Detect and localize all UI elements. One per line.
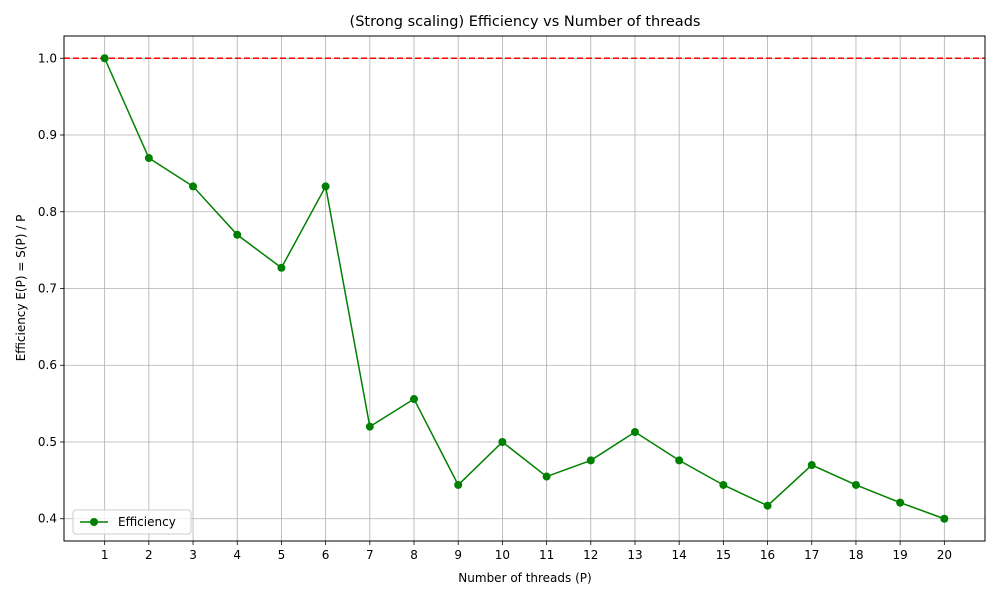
x-tick-label: 20 xyxy=(937,548,952,562)
x-tick-label: 17 xyxy=(804,548,819,562)
y-tick-label: 0.5 xyxy=(38,435,57,449)
data-point xyxy=(189,182,198,191)
data-point xyxy=(321,182,330,191)
data-point xyxy=(365,422,374,431)
data-point xyxy=(763,501,772,510)
data-point xyxy=(100,54,109,63)
legend: Efficiency xyxy=(72,509,192,535)
data-point xyxy=(454,480,463,489)
x-tick-label: 2 xyxy=(145,548,153,562)
legend-swatch-marker xyxy=(90,518,98,526)
x-tick-label: 18 xyxy=(848,548,863,562)
x-tick-label: 19 xyxy=(893,548,908,562)
x-tick-label: 5 xyxy=(278,548,286,562)
data-point xyxy=(940,514,949,523)
y-tick-label: 0.9 xyxy=(38,128,57,142)
x-tick-label: 13 xyxy=(627,548,642,562)
data-point xyxy=(542,472,551,481)
data-point xyxy=(277,263,286,272)
y-tick-label: 1.0 xyxy=(38,51,57,65)
chart-title: (Strong scaling) Efficiency vs Number of… xyxy=(350,14,701,30)
grid xyxy=(64,36,985,541)
x-axis-label: Number of threads (P) xyxy=(458,571,591,585)
data-point xyxy=(233,230,242,239)
y-tick-label: 0.8 xyxy=(38,205,57,219)
data-point xyxy=(410,395,419,404)
x-tick-label: 8 xyxy=(410,548,418,562)
x-tick-label: 12 xyxy=(583,548,598,562)
x-tick-label: 3 xyxy=(189,548,197,562)
x-tick-label: 11 xyxy=(539,548,554,562)
x-tick-label: 6 xyxy=(322,548,330,562)
y-tick-label: 0.7 xyxy=(38,282,57,296)
x-tick-label: 7 xyxy=(366,548,374,562)
x-axis-ticks: 1 2 3 4 5 6 7 8 9 10 11 12 13 14 15 16 17 18 19 20 xyxy=(101,541,952,562)
y-axis-ticks: 0.4 0.5 0.6 0.7 0.8 0.9 1.0 xyxy=(38,51,64,526)
legend-frame xyxy=(72,509,192,535)
x-tick-label: 10 xyxy=(495,548,510,562)
x-tick-label: 1 xyxy=(101,548,109,562)
data-point xyxy=(630,428,639,437)
x-tick-label: 9 xyxy=(454,548,462,562)
y-axis-label: Efficiency E(P) = S(P) / P xyxy=(14,215,28,362)
data-point xyxy=(851,480,860,489)
data-point xyxy=(719,480,728,489)
x-tick-label: 4 xyxy=(233,548,241,562)
data-point xyxy=(498,437,507,446)
data-point xyxy=(896,498,905,507)
data-points xyxy=(100,54,949,523)
x-tick-label: 14 xyxy=(672,548,687,562)
x-tick-label: 16 xyxy=(760,548,775,562)
y-tick-label: 0.4 xyxy=(38,512,57,526)
data-point xyxy=(586,456,595,465)
x-tick-label: 15 xyxy=(716,548,731,562)
data-point xyxy=(675,456,684,465)
y-tick-label: 0.6 xyxy=(38,358,57,372)
data-point xyxy=(144,154,153,163)
series-line-efficiency xyxy=(103,57,945,520)
data-point xyxy=(807,461,816,470)
legend-label-efficiency: Efficiency xyxy=(118,515,176,529)
